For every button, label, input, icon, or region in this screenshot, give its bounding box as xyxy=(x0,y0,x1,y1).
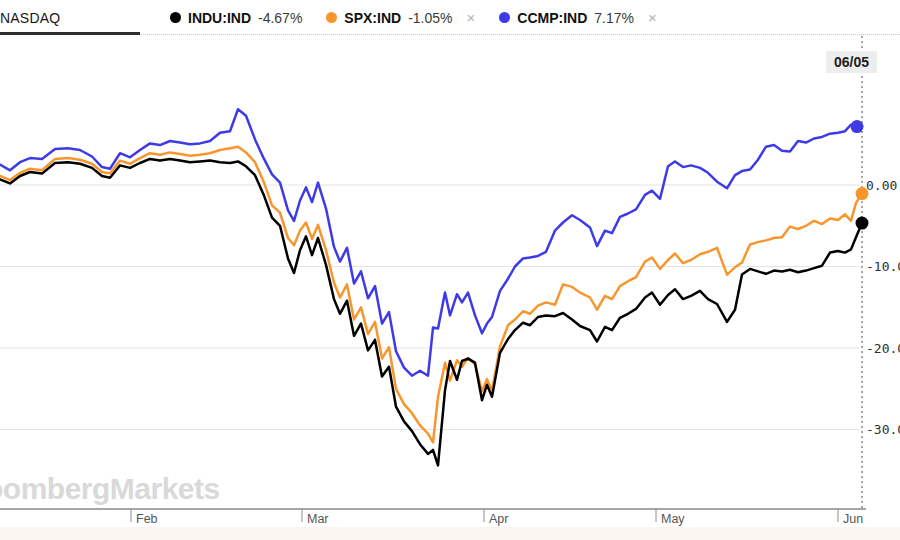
y-axis-label: 0.00 xyxy=(866,178,897,193)
x-axis-label: Feb xyxy=(136,512,158,526)
series-end-dot-ccmp-ind xyxy=(851,120,864,133)
series-line-spx-ind[interactable] xyxy=(0,147,862,443)
x-axis-label: Apr xyxy=(489,512,508,526)
series-line-indu-ind[interactable] xyxy=(0,159,862,466)
legend-change: 7.17% xyxy=(594,10,634,26)
remove-series-icon[interactable]: × xyxy=(467,10,476,25)
chart-plot-area[interactable]: 0.00 -10.00 -20.00 -30.00 Feb Mar Apr May Jun xyxy=(0,0,900,540)
series-color-dot xyxy=(326,12,337,23)
series-end-dot-indu-ind xyxy=(856,217,869,230)
series-color-dot xyxy=(170,12,181,23)
x-axis-label: May xyxy=(661,512,685,526)
series-color-dot xyxy=(499,12,510,23)
y-axis-label: -10.00 xyxy=(866,259,900,274)
y-axis-label: -20.00 xyxy=(866,341,900,356)
legend-ticker: INDU:IND xyxy=(188,10,251,26)
legend-change: -4.67% xyxy=(258,10,302,26)
bloomberg-markets-watermark: BloombergMarkets xyxy=(0,472,220,506)
y-axis-label: -30.00 xyxy=(866,422,900,437)
legend-change: -1.05% xyxy=(408,10,452,26)
x-axis-label: Mar xyxy=(307,512,329,526)
cursor-date-badge: 06/05 xyxy=(826,51,877,73)
legend-item-spx[interactable]: SPX:IND -1.05% × xyxy=(326,10,475,26)
legend-ticker: CCMP:IND xyxy=(517,10,587,26)
chart-legend: INDU:IND -4.67% SPX:IND -1.05% × CCMP:IN… xyxy=(170,0,657,35)
remove-series-icon[interactable]: × xyxy=(648,10,657,25)
tab-label: NASDAQ xyxy=(0,10,60,26)
series-end-dot-spx-ind xyxy=(856,187,869,200)
legend-item-indu[interactable]: INDU:IND -4.67% xyxy=(170,10,302,26)
legend-ticker: SPX:IND xyxy=(344,10,401,26)
bloomberg-markets-chart: 0.00 -10.00 -20.00 -30.00 Feb Mar Apr May Jun NA… xyxy=(0,0,900,540)
legend-item-ccmp[interactable]: CCMP:IND 7.17% × xyxy=(499,10,656,26)
tab-bar: NASDAQ INDU:IND -4.67% SPX:IND -1.05% × … xyxy=(0,0,900,35)
x-axis-label: Jun xyxy=(843,512,863,526)
tab-nasdaq[interactable]: NASDAQ xyxy=(0,0,140,35)
series-line-ccmp-ind[interactable] xyxy=(0,109,862,376)
